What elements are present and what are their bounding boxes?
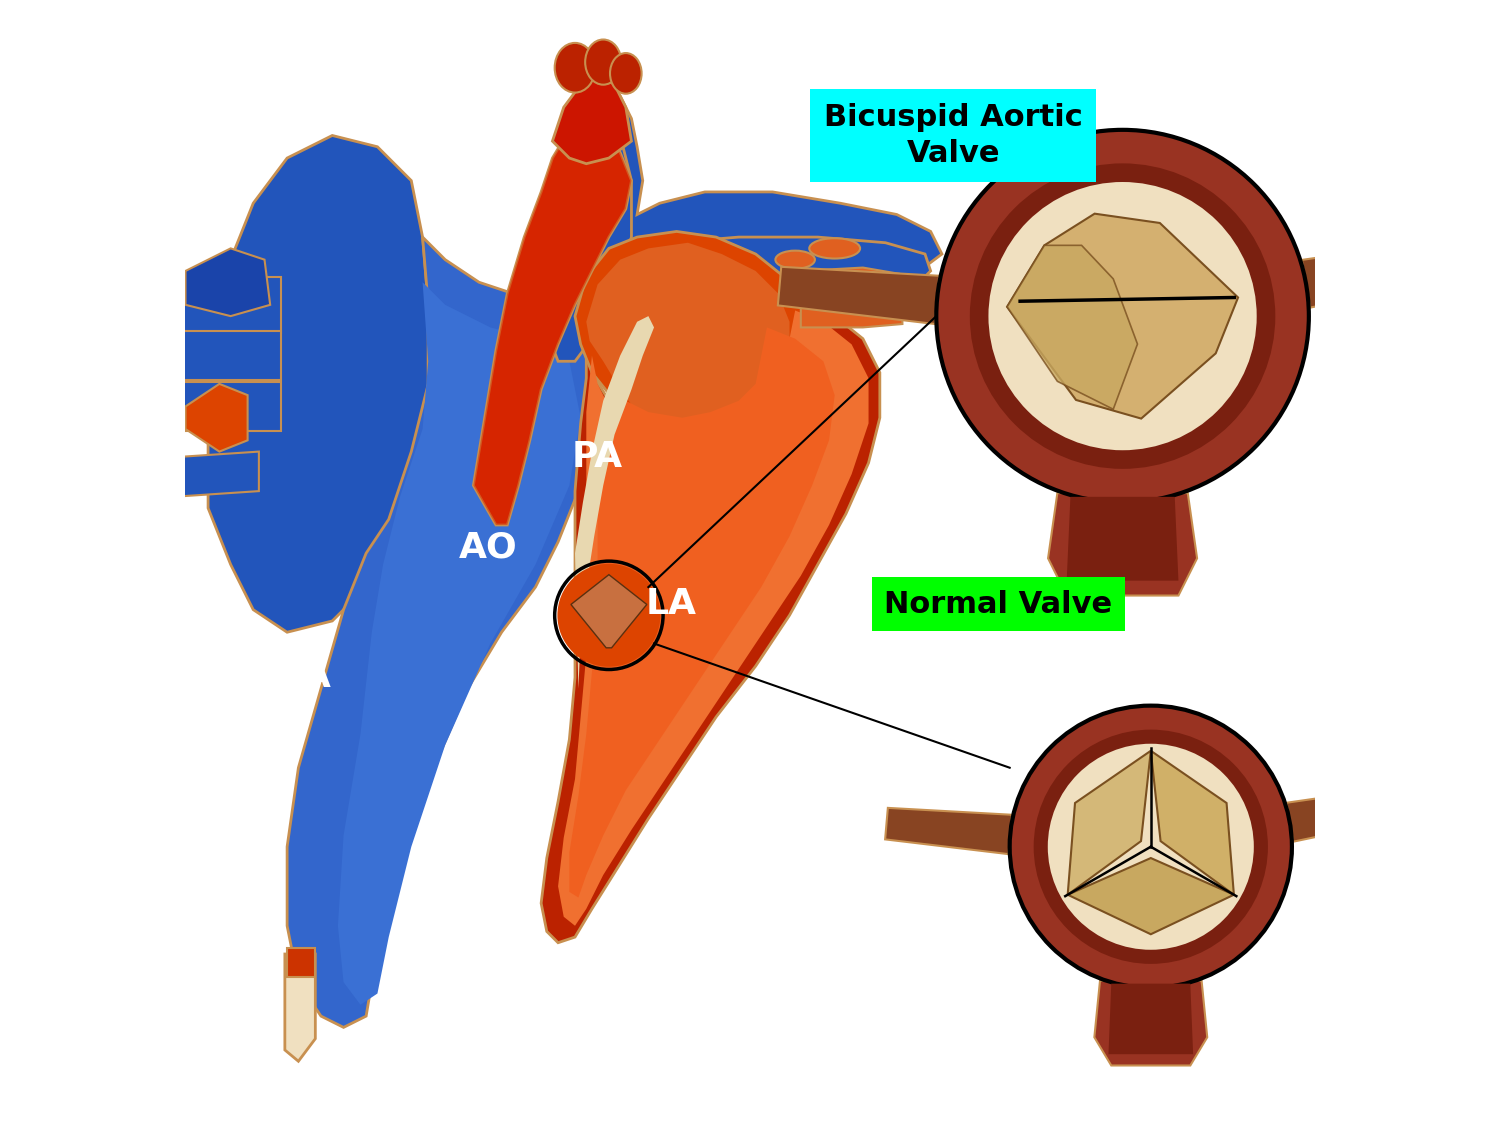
Text: LV: LV — [738, 723, 784, 756]
Polygon shape — [801, 268, 903, 305]
Polygon shape — [542, 305, 880, 943]
Circle shape — [1034, 729, 1268, 964]
Circle shape — [970, 164, 1275, 469]
Polygon shape — [885, 808, 1013, 855]
Polygon shape — [1287, 785, 1414, 842]
Ellipse shape — [585, 40, 621, 85]
Polygon shape — [1068, 858, 1234, 935]
Text: AO: AO — [459, 531, 518, 564]
Text: PA: PA — [572, 440, 622, 474]
Polygon shape — [638, 237, 930, 294]
Ellipse shape — [776, 251, 814, 269]
Polygon shape — [286, 237, 592, 1027]
Ellipse shape — [555, 43, 596, 93]
Polygon shape — [186, 248, 270, 316]
Polygon shape — [174, 382, 282, 431]
Text: RA: RA — [276, 660, 332, 694]
Polygon shape — [186, 384, 248, 452]
Polygon shape — [286, 948, 315, 977]
Polygon shape — [1066, 497, 1179, 580]
Polygon shape — [1095, 981, 1208, 1066]
Text: Normal Valve: Normal Valve — [885, 589, 1113, 619]
Polygon shape — [572, 575, 646, 648]
Circle shape — [988, 182, 1257, 450]
Polygon shape — [474, 119, 632, 525]
Polygon shape — [570, 327, 834, 898]
Polygon shape — [778, 266, 939, 324]
Polygon shape — [209, 135, 428, 632]
Circle shape — [1048, 744, 1254, 949]
Text: RV: RV — [446, 847, 501, 881]
Circle shape — [558, 563, 660, 667]
Polygon shape — [574, 316, 654, 689]
Polygon shape — [174, 331, 282, 380]
Polygon shape — [801, 290, 903, 327]
Ellipse shape — [810, 238, 859, 259]
Polygon shape — [574, 231, 807, 446]
Polygon shape — [1068, 751, 1150, 894]
Polygon shape — [1150, 751, 1234, 894]
Polygon shape — [1302, 237, 1466, 307]
Polygon shape — [542, 113, 632, 361]
Polygon shape — [1007, 213, 1238, 419]
Polygon shape — [1108, 983, 1192, 1054]
Circle shape — [1010, 706, 1292, 988]
Polygon shape — [338, 282, 580, 1005]
Polygon shape — [285, 954, 315, 1061]
Polygon shape — [552, 73, 632, 164]
Polygon shape — [174, 277, 282, 333]
Circle shape — [936, 130, 1310, 502]
Polygon shape — [174, 452, 260, 497]
Polygon shape — [1007, 245, 1137, 410]
Ellipse shape — [610, 53, 642, 94]
Polygon shape — [524, 85, 942, 316]
Text: Bicuspid Aortic
Valve: Bicuspid Aortic Valve — [824, 103, 1083, 168]
Polygon shape — [558, 310, 868, 926]
Polygon shape — [1048, 493, 1197, 596]
Polygon shape — [474, 119, 632, 525]
Text: LA: LA — [645, 587, 696, 621]
Polygon shape — [586, 243, 789, 431]
